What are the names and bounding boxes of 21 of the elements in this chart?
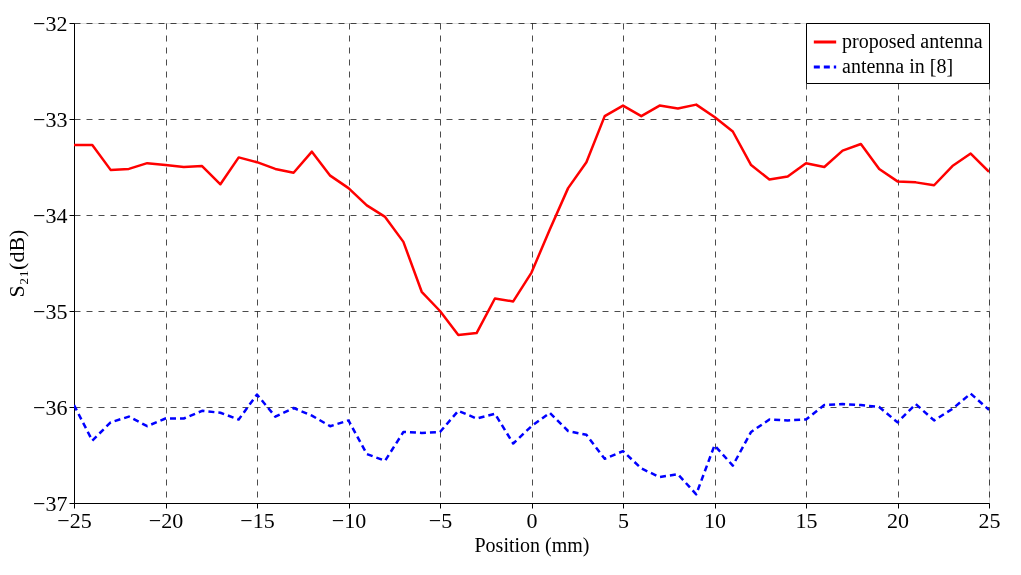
x-tick-label: 25 [978,507,1001,533]
legend-label: antenna in [8] [842,55,954,77]
x-tick-label: 15 [795,507,818,533]
y-tick-label: −33 [33,106,68,132]
y-tick-label: −35 [33,298,68,324]
x-tick-label: 5 [618,507,629,533]
x-tick-label: −5 [428,507,453,533]
y-axis-title: S₂₁(dB) [4,229,30,298]
x-tick-label: −20 [148,507,184,533]
x-tick-label: −10 [331,507,367,533]
legend-label: proposed antenna [842,30,983,53]
y-tick-label: −32 [33,10,68,36]
x-axis-title: Position (mm) [474,533,590,557]
x-tick-label: 0 [526,507,538,533]
line-series [74,392,989,496]
line-series [74,103,989,337]
x-tick-label: −15 [240,507,275,533]
x-tick-label: 20 [887,507,909,533]
y-tick-label: −34 [33,202,68,228]
x-tick-label: 10 [704,507,726,533]
y-tick-label: −36 [33,394,68,420]
